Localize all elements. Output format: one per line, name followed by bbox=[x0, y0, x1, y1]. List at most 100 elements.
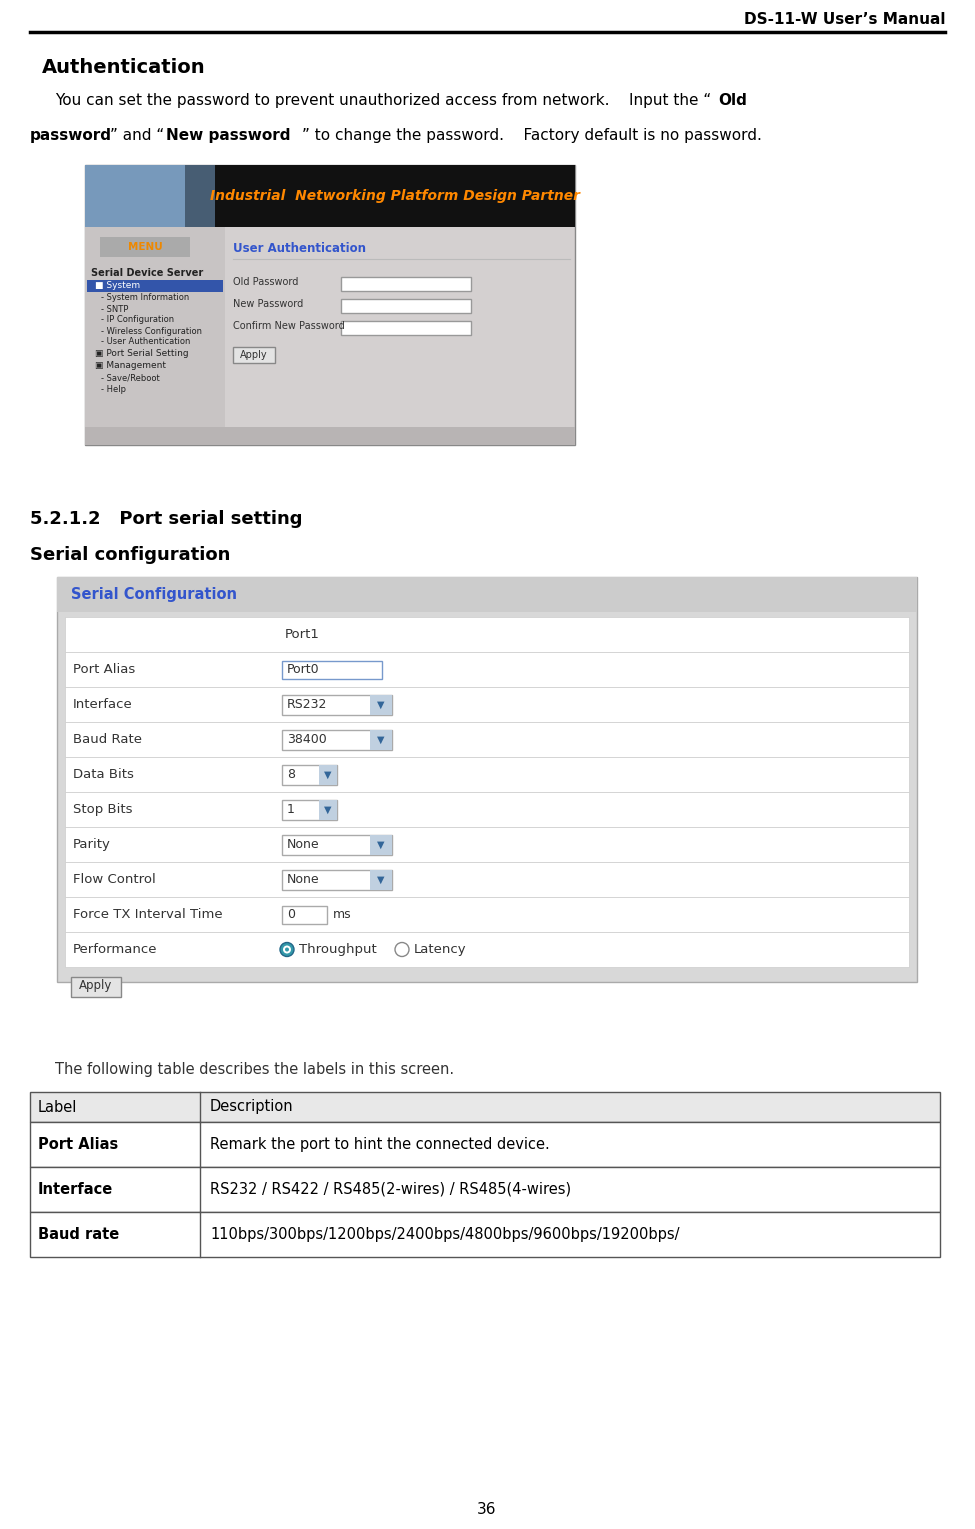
Bar bbox=[282, 800, 337, 820]
Bar bbox=[85, 165, 575, 445]
Bar bbox=[282, 729, 392, 749]
Text: MENU: MENU bbox=[128, 242, 163, 252]
Text: User Authentication: User Authentication bbox=[233, 243, 366, 255]
Text: Confirm New Password: Confirm New Password bbox=[233, 321, 345, 330]
Text: New Password: New Password bbox=[233, 300, 303, 309]
Text: ▼: ▼ bbox=[377, 699, 385, 709]
Text: Data Bits: Data Bits bbox=[73, 768, 134, 781]
Text: 38400: 38400 bbox=[287, 732, 327, 746]
Text: Parity: Parity bbox=[73, 838, 111, 852]
Circle shape bbox=[285, 948, 289, 951]
Text: New password: New password bbox=[166, 128, 291, 144]
Text: Description: Description bbox=[210, 1099, 293, 1115]
Bar bbox=[65, 757, 909, 792]
Text: Performance: Performance bbox=[73, 943, 158, 956]
Bar bbox=[87, 280, 223, 292]
Text: Old Password: Old Password bbox=[233, 277, 298, 287]
Bar bbox=[30, 1212, 940, 1257]
Bar bbox=[100, 237, 190, 257]
Bar bbox=[65, 827, 909, 862]
Bar bbox=[71, 977, 121, 997]
Bar bbox=[65, 792, 909, 827]
Bar bbox=[185, 165, 215, 226]
Text: None: None bbox=[287, 838, 320, 852]
Text: ▼: ▼ bbox=[325, 804, 332, 815]
Bar bbox=[85, 165, 575, 226]
Bar bbox=[57, 576, 917, 982]
Bar bbox=[85, 427, 575, 445]
Bar bbox=[282, 870, 392, 890]
Text: Throughput: Throughput bbox=[299, 943, 376, 956]
Text: Force TX Interval Time: Force TX Interval Time bbox=[73, 908, 222, 920]
Text: Serial configuration: Serial configuration bbox=[30, 546, 230, 564]
Text: 36: 36 bbox=[477, 1503, 496, 1517]
Text: Latency: Latency bbox=[414, 943, 467, 956]
Text: - User Authentication: - User Authentication bbox=[101, 338, 190, 347]
Text: Stop Bits: Stop Bits bbox=[73, 803, 133, 816]
Text: None: None bbox=[287, 873, 320, 885]
Text: - IP Configuration: - IP Configuration bbox=[101, 315, 175, 324]
Text: ▣ Management: ▣ Management bbox=[95, 361, 166, 370]
Bar bbox=[282, 661, 382, 679]
Bar bbox=[319, 764, 337, 784]
Bar bbox=[341, 300, 471, 313]
Circle shape bbox=[283, 945, 291, 954]
Text: ms: ms bbox=[333, 908, 352, 920]
Text: You can set the password to prevent unauthorized access from network.    Input t: You can set the password to prevent unau… bbox=[55, 93, 711, 109]
Bar bbox=[282, 764, 337, 784]
Text: Apply: Apply bbox=[79, 980, 113, 992]
Text: Remark the port to hint the connected device.: Remark the port to hint the connected de… bbox=[210, 1138, 550, 1151]
Text: Port Alias: Port Alias bbox=[73, 664, 136, 676]
Bar bbox=[341, 321, 471, 335]
Text: ▼: ▼ bbox=[377, 839, 385, 850]
Bar bbox=[282, 835, 392, 855]
Text: Port1: Port1 bbox=[285, 628, 320, 641]
Text: Port0: Port0 bbox=[287, 664, 320, 676]
Text: Serial Configuration: Serial Configuration bbox=[71, 587, 237, 602]
Text: 0: 0 bbox=[287, 908, 295, 920]
Text: Flow Control: Flow Control bbox=[73, 873, 156, 885]
Bar bbox=[233, 347, 275, 362]
Bar bbox=[65, 722, 909, 757]
Text: ▣ Port Serial Setting: ▣ Port Serial Setting bbox=[95, 350, 188, 358]
Text: Industrial  Networking Platform Design Partner: Industrial Networking Platform Design Pa… bbox=[210, 190, 580, 203]
Text: ” to change the password.    Factory default is no password.: ” to change the password. Factory defaul… bbox=[302, 128, 761, 144]
Text: Authentication: Authentication bbox=[42, 58, 206, 76]
Bar bbox=[370, 870, 392, 890]
Bar bbox=[370, 835, 392, 855]
Bar bbox=[30, 1167, 940, 1212]
Text: 1: 1 bbox=[287, 803, 294, 816]
Bar bbox=[370, 729, 392, 749]
Text: Serial Device Server: Serial Device Server bbox=[91, 268, 203, 278]
Text: Baud Rate: Baud Rate bbox=[73, 732, 142, 746]
Text: Apply: Apply bbox=[240, 350, 268, 359]
Text: - Help: - Help bbox=[101, 384, 126, 393]
Bar bbox=[65, 898, 909, 933]
Bar bbox=[65, 687, 909, 722]
Bar bbox=[282, 694, 392, 714]
Text: ” and “: ” and “ bbox=[110, 128, 164, 144]
Text: 8: 8 bbox=[287, 768, 295, 781]
Bar bbox=[65, 862, 909, 898]
Bar bbox=[341, 277, 471, 291]
Text: - Wireless Configuration: - Wireless Configuration bbox=[101, 327, 202, 335]
Text: Port Alias: Port Alias bbox=[38, 1138, 118, 1151]
Text: 5.2.1.2   Port serial setting: 5.2.1.2 Port serial setting bbox=[30, 511, 302, 528]
Bar bbox=[30, 1092, 940, 1122]
Text: - Save/Reboot: - Save/Reboot bbox=[101, 373, 160, 382]
Text: RS232 / RS422 / RS485(2-wires) / RS485(4-wires): RS232 / RS422 / RS485(2-wires) / RS485(4… bbox=[210, 1182, 571, 1197]
Text: RS232: RS232 bbox=[287, 699, 328, 711]
Circle shape bbox=[395, 942, 409, 957]
Bar bbox=[370, 694, 392, 714]
Text: The following table describes the labels in this screen.: The following table describes the labels… bbox=[55, 1063, 454, 1076]
Bar bbox=[30, 1122, 940, 1167]
Bar bbox=[65, 933, 909, 966]
Circle shape bbox=[280, 942, 294, 957]
Text: - System Information: - System Information bbox=[101, 294, 189, 303]
Bar bbox=[85, 165, 215, 226]
Text: Baud rate: Baud rate bbox=[38, 1226, 119, 1242]
Text: - SNTP: - SNTP bbox=[101, 304, 129, 313]
Bar bbox=[57, 576, 917, 612]
Bar bbox=[85, 226, 225, 445]
Text: password: password bbox=[30, 128, 112, 144]
